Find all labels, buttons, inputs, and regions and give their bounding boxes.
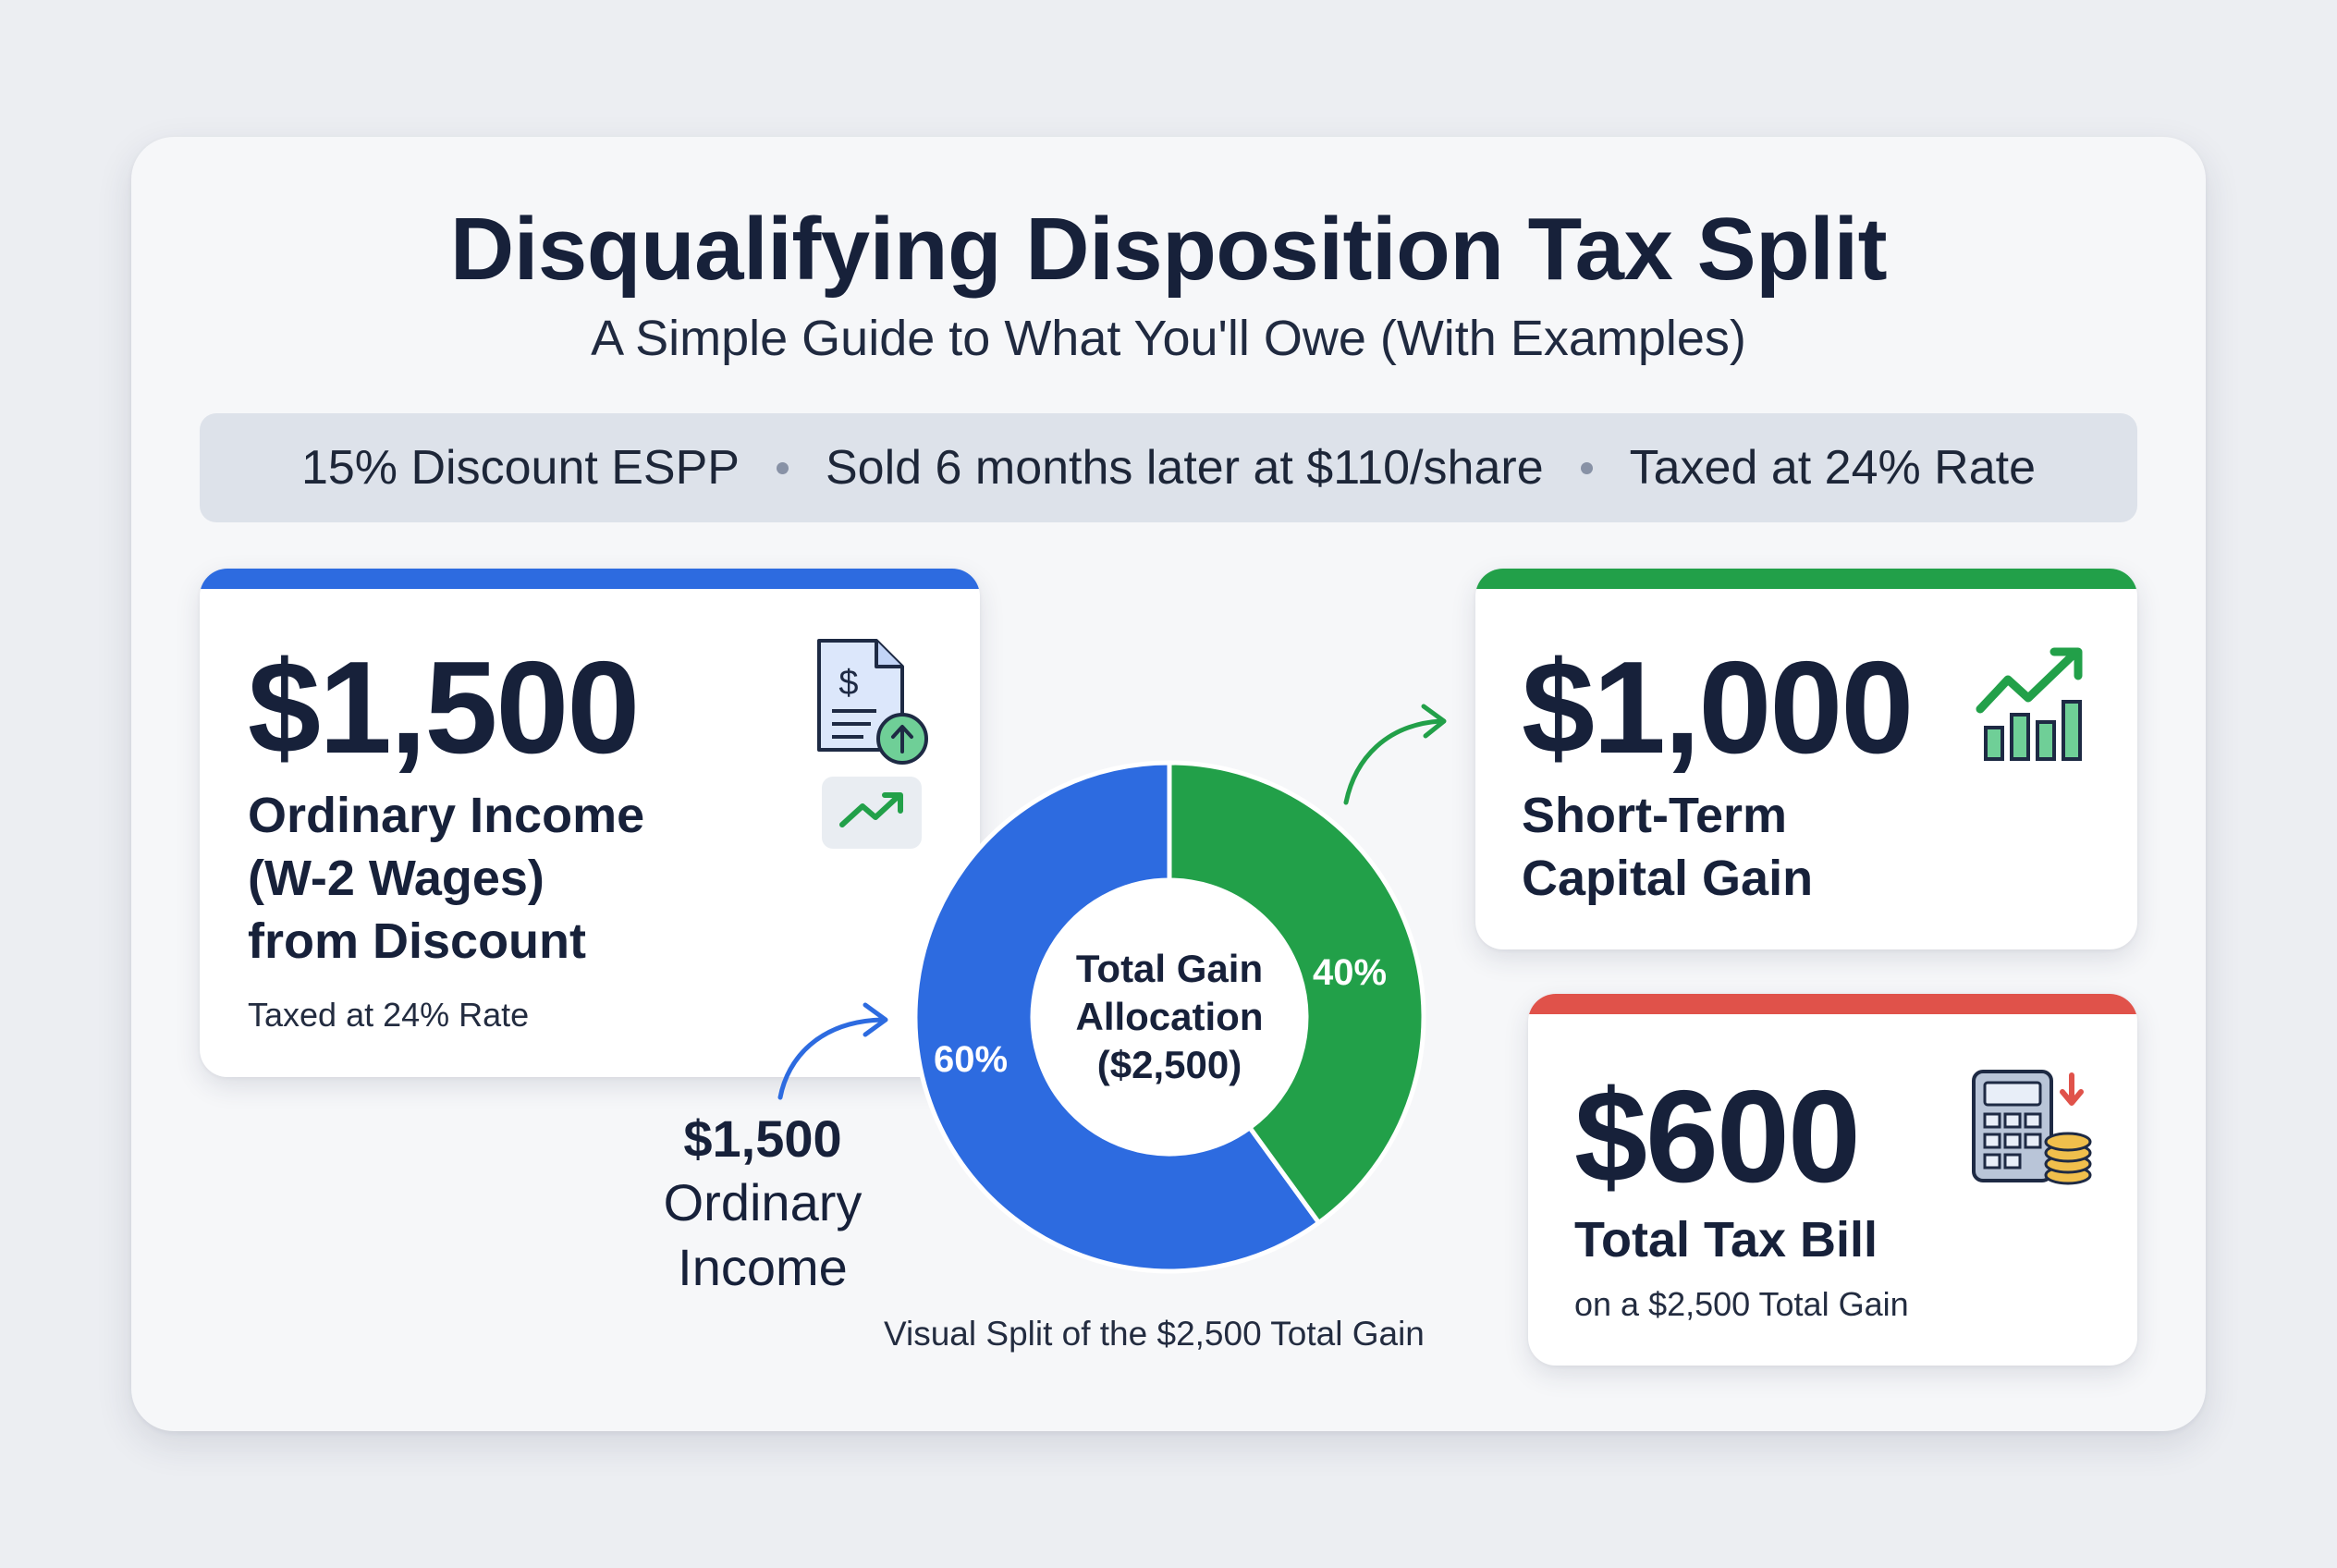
info-sale: Sold 6 months later at $110/share [826, 441, 1544, 495]
ordinary-income-label: Ordinary Income (W-2 Wages) from Discoun… [248, 788, 645, 969]
info-rate: Taxed at 24% Rate [1629, 441, 2037, 495]
bar-chart-growth-icon [1976, 647, 2083, 761]
donut-hole [1034, 882, 1304, 1152]
annotation-line1: Ordinary [663, 1173, 863, 1231]
card-accent-stripe [1528, 994, 2137, 1014]
chart-caption: Visual Split of the $2,500 Total Gain [884, 1315, 1425, 1353]
ordinary-income-card: $1,500 Ordinary Income (W-2 Wages) from … [200, 569, 980, 1077]
annotation-line2: Income [678, 1238, 848, 1296]
calculator-coins-icon [1972, 1070, 2092, 1185]
total-tax-label: Total Tax Bill [1574, 1212, 1878, 1268]
info-discount: 15% Discount ESPP [300, 441, 740, 495]
donut-center-label: Total Gain Allocation ($2,500) [1075, 947, 1264, 1086]
capital-gain-card: $1,000 Short-Term Capital Gain [1475, 569, 2137, 949]
slice-label-40: 40% [1313, 952, 1388, 993]
annotation-amount: $1,500 [683, 1109, 842, 1168]
page-title: Disqualifying Disposition Tax Split [449, 200, 1888, 299]
ordinary-income-annotation: $1,500 Ordinary Income [610, 1108, 915, 1300]
donut-chart [915, 760, 1426, 1274]
card-accent-stripe [200, 569, 980, 589]
slice-label-60: 60% [934, 1039, 1009, 1080]
donut-slice-60pct [915, 760, 1323, 1274]
card-accent-stripe [1475, 569, 2137, 589]
total-tax-amount: $600 [1574, 1063, 1861, 1210]
ordinary-income-amount: $1,500 [248, 634, 640, 781]
capital-gain-label: Short-Term Capital Gain [1522, 788, 1814, 906]
capital-gain-amount: $1,000 [1522, 634, 1914, 781]
arrow-to-capital-gain [1343, 704, 1447, 805]
trend-up-icon-badge [822, 777, 922, 849]
ordinary-income-note: Taxed at 24% Rate [248, 996, 530, 1034]
total-tax-note: on a $2,500 Total Gain [1574, 1285, 1909, 1323]
trend-up-icon [839, 792, 903, 827]
total-tax-card: $600 Total Tax Bill on a $2,500 Total Ga… [1528, 994, 2137, 1366]
arrow-to-ordinary-slice [777, 1002, 888, 1100]
info-bar: 15% Discount ESPP Sold 6 months later at… [200, 413, 2137, 522]
separator-dot [1580, 461, 1593, 474]
page-subtitle: A Simple Guide to What You'll Owe (With … [591, 311, 1746, 366]
svg-text:$: $ [838, 664, 858, 703]
donut-slice-40pct [1167, 760, 1426, 1226]
document-dollar-upload-icon: $ [817, 639, 928, 765]
separator-dot [777, 461, 789, 474]
